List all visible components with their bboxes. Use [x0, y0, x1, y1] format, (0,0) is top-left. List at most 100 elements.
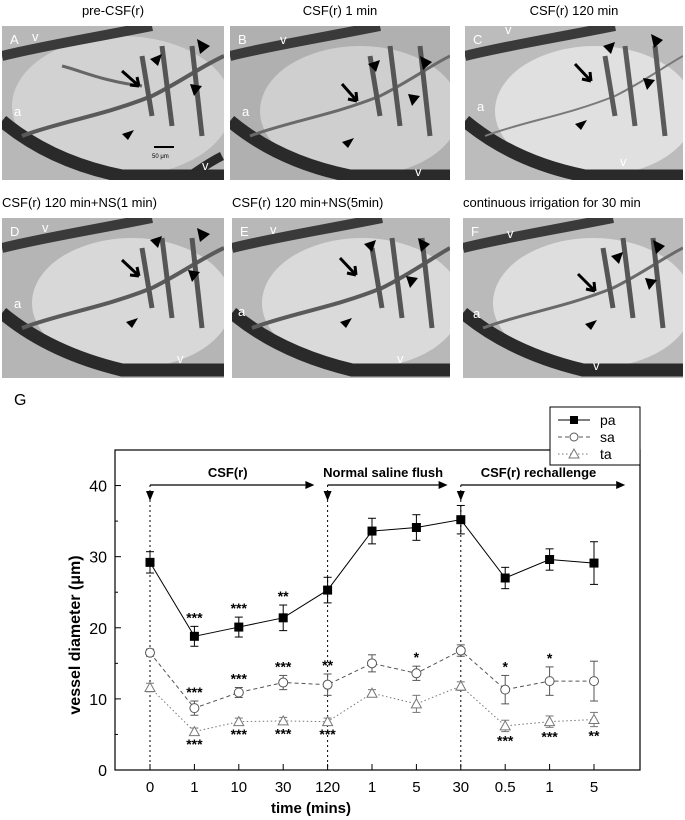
- x-tick-label: 10: [230, 779, 247, 796]
- arrowhead-icon: [197, 228, 210, 242]
- chart-axes: 0 10 20 30 40 0 1 10 30 120 1 5 30 0.5 1 5: [89, 449, 641, 796]
- data-point-ta: [499, 719, 512, 731]
- arrowhead-icon: [408, 94, 420, 106]
- arrowhead-icon: [653, 240, 665, 254]
- vessel-diameter-chart: 0 10 20 30 40 0 1 10 30 120 1 5 30 0.5 1 5 CSF(r) Normal…: [67, 406, 641, 817]
- significance-marker: ***: [231, 726, 248, 742]
- panel-letter: C: [473, 32, 482, 47]
- data-point-pa: [278, 613, 288, 623]
- y-tick-label: 30: [89, 550, 107, 567]
- vessel-label-v: v: [507, 226, 514, 241]
- panel-title: CSF(r) 1 min: [302, 3, 378, 18]
- significance-marker: ***: [497, 733, 514, 749]
- arrowhead-icon: [406, 276, 418, 288]
- y-tick-label: 10: [89, 692, 107, 709]
- vessel-label-v: v: [280, 32, 287, 47]
- arrow-icon: [576, 272, 597, 293]
- arrowhead-icon: [188, 270, 200, 282]
- arrowhead-icon: [585, 320, 597, 330]
- data-point-sa: [322, 679, 333, 690]
- arrowhead-icon: [197, 39, 210, 54]
- panel-title: CSF(r) 120 min+NS(5min): [232, 195, 384, 210]
- arrow-icon: [340, 83, 359, 103]
- arrowhead-icon: [611, 252, 623, 264]
- plot-frame: [114, 449, 641, 771]
- legend-box: [549, 406, 641, 466]
- data-point-sa: [455, 645, 466, 656]
- data-point-ta: [232, 715, 245, 727]
- x-tick-label: 120: [315, 779, 340, 796]
- legend-marker: [569, 432, 579, 442]
- x-tick-label: 0.5: [495, 779, 516, 796]
- vessel-label-a: a: [238, 304, 246, 319]
- vessel-label-v: v: [505, 26, 512, 37]
- panel-title: pre-CSF(r): [81, 3, 145, 18]
- vessel-label-v: v: [42, 220, 49, 235]
- significance-marker: ***: [186, 609, 203, 625]
- arrowhead-icon: [150, 54, 162, 66]
- vessel-label-v: v: [397, 351, 404, 366]
- data-point-ta: [321, 715, 334, 727]
- phase-arrow-head: [305, 481, 315, 489]
- panel-letter: B: [238, 32, 247, 47]
- arrowhead-icon: [643, 78, 655, 90]
- phase-down-arrow: [456, 491, 465, 501]
- vessel-label-v: v: [620, 154, 627, 169]
- vessel-label-v: v: [415, 164, 422, 179]
- significance-marker: ***: [231, 600, 248, 616]
- phase-label: CSF(r) rechallenge: [481, 465, 597, 480]
- phase-arrow-head: [438, 481, 448, 489]
- vessel-label-a: a: [242, 104, 250, 119]
- legend-marker: [570, 416, 578, 424]
- data-point-ta: [543, 715, 556, 727]
- arrow-icon: [573, 62, 593, 83]
- x-tick-label: 1: [545, 779, 553, 796]
- data-point-ta: [588, 713, 600, 725]
- vessel-label-v: v: [32, 29, 39, 44]
- phase-down-arrow: [146, 491, 154, 501]
- significance-marker: ***: [541, 728, 558, 744]
- series-ta: ****** *** *** *** *** **: [144, 680, 600, 752]
- x-tick-label: 1: [368, 779, 376, 796]
- data-point-pa: [367, 526, 377, 536]
- phase-down-arrow: [323, 491, 332, 501]
- data-point-sa: [367, 658, 377, 669]
- vessel-label-v: v: [593, 358, 600, 373]
- significance-marker: ***: [275, 658, 292, 674]
- significance-marker: **: [278, 588, 289, 604]
- data-point-pa: [234, 622, 244, 632]
- significance-marker: **: [322, 657, 333, 673]
- x-axis-label: time (mins): [271, 800, 351, 817]
- data-point-pa: [411, 523, 421, 533]
- significance-marker: **: [589, 728, 600, 744]
- arrowhead-icon: [150, 236, 162, 248]
- x-tick-label: 1: [190, 779, 198, 796]
- data-point-pa: [145, 557, 155, 567]
- y-tick-label: 0: [98, 763, 107, 780]
- data-point-pa: [500, 573, 510, 583]
- data-point-ta: [188, 725, 201, 737]
- vessel-label-a: a: [14, 104, 22, 119]
- panel-letter: A: [10, 32, 19, 47]
- data-point-ta: [144, 681, 156, 693]
- arrowhead-icon: [418, 238, 430, 252]
- data-point-sa: [411, 668, 422, 679]
- micrograph-image: A v a v 50 μm: [2, 26, 224, 180]
- panel-letter: F: [471, 224, 479, 239]
- arrowhead-icon: [603, 42, 615, 54]
- significance-marker: *: [414, 649, 420, 665]
- y-tick-label: 40: [89, 479, 107, 496]
- significance-marker: ***: [186, 684, 203, 700]
- micrograph-panel-c: CSF(r) 120 min C v a v: [465, 0, 683, 180]
- arrowhead-icon: [190, 84, 202, 96]
- arrow-icon: [121, 69, 141, 88]
- data-point-sa: [278, 677, 289, 688]
- data-point-sa: [145, 647, 155, 658]
- vessel-label-a: a: [14, 296, 22, 311]
- arrowhead-icon: [575, 120, 587, 130]
- micrograph-panel-e: CSF(r) 120 min+NS(5min) E v a v: [232, 192, 450, 380]
- micrograph-image: B v a v: [230, 26, 450, 180]
- panel-letter: D: [10, 224, 19, 239]
- panel-title: CSF(r) 120 min: [529, 3, 619, 18]
